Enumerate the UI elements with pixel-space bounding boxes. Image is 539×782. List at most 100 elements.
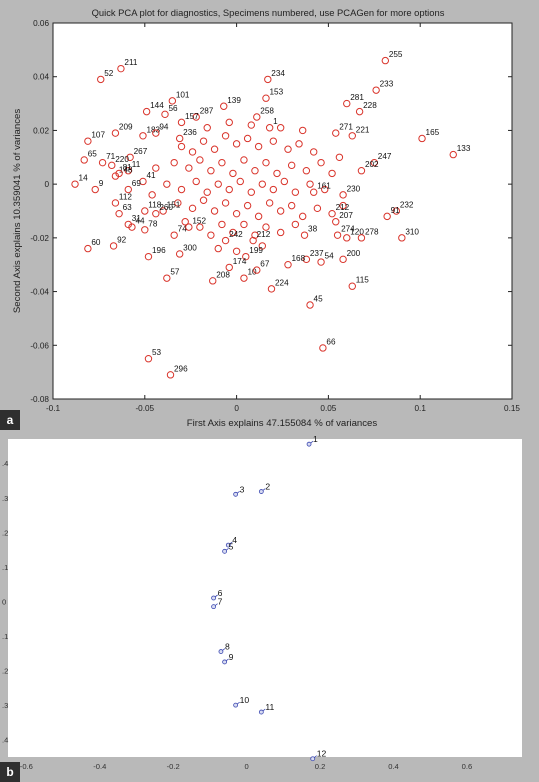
chart-a-cluster-point <box>321 185 329 194</box>
chart-a-point <box>221 236 230 245</box>
chart-a-cluster-point <box>276 228 285 237</box>
chart-a-cluster-point <box>225 118 233 127</box>
chart-a-point <box>142 107 151 116</box>
chart-a-point-label: 67 <box>260 260 270 269</box>
chart-a-cluster <box>148 118 347 255</box>
chart-a-point <box>381 56 390 65</box>
chart-a-point-label: 208 <box>216 270 230 279</box>
chart-a-point <box>124 185 132 194</box>
chart-a-point <box>166 371 175 379</box>
chart-a-point-label: 271 <box>339 123 353 132</box>
chart-b-x-tick-label: 0 <box>245 762 249 771</box>
chart-a-cluster-point <box>240 220 248 229</box>
panel-a-badge: a <box>0 410 20 430</box>
chart-a-point-label: 242 <box>229 230 243 239</box>
chart-a-point-label: 92 <box>117 235 127 244</box>
chart-a-point-label: 152 <box>192 217 206 226</box>
chart-a-point-label: 112 <box>119 192 132 201</box>
chart-a-point-label: 1 <box>273 117 278 126</box>
chart-a-point-label: 232 <box>400 201 414 210</box>
chart-a-point-label: 45 <box>314 295 324 304</box>
chart-a-point-label: 81 <box>123 163 133 172</box>
chart-a-x-tick-label: -0.05 <box>135 404 154 413</box>
chart-a-cluster-point <box>196 156 204 164</box>
chart-a-point <box>265 124 274 132</box>
chart-a-point-label: 91 <box>391 206 401 215</box>
chart-b-point <box>306 441 312 447</box>
chart-a-point-label: 247 <box>378 152 392 161</box>
chart-a-cluster-point <box>243 201 252 210</box>
chart-a-point-label: 207 <box>339 211 353 220</box>
chart-a-point <box>175 250 184 258</box>
chart-a-point <box>418 134 426 143</box>
chart-b-point <box>211 595 217 601</box>
chart-a-point <box>128 223 136 231</box>
chart-a-point <box>152 129 160 137</box>
chart-a-plot-area <box>52 22 513 400</box>
chart-a-point-label: 237 <box>310 249 324 258</box>
chart-a-cluster-point <box>225 185 233 194</box>
chart-a-point-label: 144 <box>150 101 164 110</box>
chart-a-title: Quick PCA plot for diagnostics, Specimen… <box>92 7 445 18</box>
chart-a-point-label: 220 <box>115 155 129 164</box>
chart-a-point <box>192 113 200 121</box>
chart-a-point-label: 41 <box>146 171 156 180</box>
chart-a-cluster-point <box>221 132 230 140</box>
chart-b-point-label: 1 <box>313 434 318 444</box>
chart-a-point-label: 151 <box>167 201 181 210</box>
chart-a-point-label: 274 <box>341 225 355 234</box>
panel-b-label: b <box>6 765 13 779</box>
chart-a-cluster-point <box>287 161 296 170</box>
chart-b-point <box>211 604 217 610</box>
chart-a-point <box>108 161 116 170</box>
chart-a-point <box>80 156 88 164</box>
chart-b-point <box>258 709 264 715</box>
chart-a-point <box>249 236 257 245</box>
chart-a-y-tick-label: 0.04 <box>33 73 49 82</box>
chart-a-cluster-point <box>265 199 274 207</box>
chart-a-point-label: 118 <box>148 201 161 210</box>
chart-a-cluster-point <box>188 148 197 156</box>
chart-a-cluster-point <box>302 167 311 175</box>
chart-a-cluster-point <box>221 199 230 207</box>
chart-a-point <box>339 255 347 264</box>
chart-b-point <box>222 548 228 554</box>
chart-a-point-label: 153 <box>269 88 283 97</box>
chart-a-point-label: 52 <box>104 69 114 78</box>
chart-a-point-label: 174 <box>233 257 247 266</box>
panel-a-label: a <box>7 413 14 427</box>
chart-a-cluster-point <box>276 124 285 132</box>
chart-b-point <box>233 702 239 708</box>
chart-a-point <box>170 231 178 239</box>
chart-a-point <box>225 263 233 272</box>
chart-a-cluster-point <box>210 145 219 153</box>
chart-a-cluster-point <box>328 169 336 178</box>
chart-a-point <box>139 132 147 140</box>
chart-a-point <box>328 209 336 218</box>
chart-a-point-label: 209 <box>119 123 133 132</box>
chart-a-point-label: 71 <box>106 152 116 161</box>
chart-a-point <box>392 207 401 215</box>
chart-a-point-label: 60 <box>91 238 101 247</box>
chart-b-point <box>258 489 264 494</box>
chart-a-point-label: 31 <box>132 214 142 223</box>
chart-a-x-tick-label: 0.1 <box>415 404 427 413</box>
chart-b-y-tick-label: .4 <box>2 736 8 745</box>
chart-a-ticks: -0.1 -0.05 0 0.05 0.1 0.15 0.06 0.04 0.02 0 -0.02 -… <box>30 19 520 413</box>
chart-b-ticks: -0.6 -0.4 -0.2 0 0.2 0.4 0.6 .4 .3 .2 .1 0 .1 .2 .3 .4 <box>2 459 472 771</box>
chart-a-cluster-point <box>203 124 211 132</box>
chart-a-point <box>333 231 342 239</box>
chart-b-x-tick-label: 0.4 <box>388 762 399 771</box>
panel-b: -0.6 -0.4 -0.2 0 0.2 0.4 0.6.4.3.2.10.1.2.3.4 … <box>2 434 522 771</box>
chart-a-point <box>319 344 327 352</box>
chart-a-cluster-point <box>203 188 211 196</box>
chart-a-point-label: 230 <box>347 184 361 193</box>
chart-a-point <box>339 191 347 199</box>
chart-a-point <box>141 207 149 215</box>
chart-a-y-axis-label: Second Axis explains 10.359041 % of vari… <box>12 109 23 313</box>
chart-a-cluster-point <box>236 177 244 186</box>
chart-a-cluster-point <box>247 188 255 196</box>
